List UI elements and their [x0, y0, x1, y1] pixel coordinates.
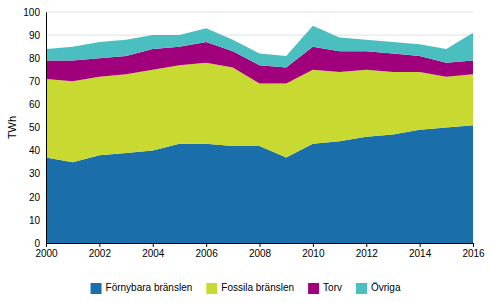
x-tick: 2010: [302, 243, 325, 259]
x-axis-line: [47, 244, 474, 248]
y-tick-label: 100: [23, 7, 40, 18]
x-tick-mark: [99, 243, 100, 247]
x-tick-label: 2014: [409, 248, 432, 259]
legend-swatch: [308, 283, 319, 294]
legend-label: Övriga: [371, 282, 401, 293]
y-tick-label: 80: [29, 53, 41, 64]
legend-swatch: [356, 283, 367, 294]
area: [46, 26, 473, 68]
y-tick-label: 0: [34, 238, 40, 249]
y-tick-label: 10: [29, 215, 41, 226]
legend: Förnybara bränslen Fossila bränslen Torv Öv…: [91, 282, 401, 294]
x-tick-mark: [473, 243, 474, 247]
x-tick-label: 2000: [35, 248, 58, 259]
y-tick: 100: [23, 7, 46, 18]
legend-item: Förnybara bränslen: [91, 282, 193, 294]
y-tick-label: 20: [29, 192, 41, 203]
y-tick-label: 30: [29, 168, 41, 179]
grid-line: [46, 12, 473, 13]
legend-label: Torv: [323, 282, 342, 293]
x-tick-label: 2006: [196, 248, 219, 259]
y-tick: 80: [29, 53, 46, 64]
chart-container: 2000 2002 2004 2006 2008 2010 2012 2014 2016 0 10 2…: [0, 0, 491, 303]
y-tick: 10: [29, 215, 46, 226]
x-tick-label: 2004: [142, 248, 165, 259]
chart-svg: 2000 2002 2004 2006 2008 2010 2012 2014 2016 0 10 2…: [0, 0, 491, 303]
legend-label: Förnybara bränslen: [106, 282, 193, 293]
x-tick-label: 2012: [356, 248, 379, 259]
grid: [46, 12, 473, 243]
y-tick: 60: [29, 99, 46, 110]
legend-item: Torv: [308, 282, 342, 294]
x-tick: 2008: [249, 243, 272, 259]
y-tick-label: 70: [29, 76, 41, 87]
legend-item: Övriga: [356, 282, 401, 294]
x-tick-mark: [153, 243, 154, 247]
y-tick-label: 50: [29, 122, 41, 133]
y-tick: 20: [29, 192, 46, 203]
x-tick: 2002: [89, 243, 112, 259]
legend-swatch: [91, 283, 102, 294]
y-tick: 50: [29, 122, 46, 133]
x-tick: 2006: [196, 243, 219, 259]
x-tick-label: 2010: [302, 248, 325, 259]
x-tick-mark: [313, 243, 314, 247]
x-tick: 2012: [356, 243, 379, 259]
x-tick-label: 2002: [89, 248, 112, 259]
y-axis-title: TWh: [6, 116, 18, 139]
x-tick-mark: [206, 243, 207, 247]
x-tick: 2004: [142, 243, 165, 259]
x-tick: 2014: [409, 243, 432, 259]
x-tick: 2016: [462, 243, 485, 259]
x-tick-mark: [46, 243, 47, 247]
y-axis: 0 10 20 30 40 50 60 70 80 90 100: [23, 7, 46, 249]
y-tick-label: 90: [29, 30, 41, 41]
y-tick: 40: [29, 145, 46, 156]
y-axis-line: [46, 13, 47, 244]
y-tick: 70: [29, 76, 46, 87]
y-tick: 90: [29, 30, 46, 41]
x-axis: 2000 2002 2004 2006 2008 2010 2012 2014 2016: [35, 243, 485, 259]
legend-item: Fossila bränslen: [206, 282, 294, 294]
x-tick-mark: [366, 243, 367, 247]
x-tick-label: 2008: [249, 248, 272, 259]
x-tick-mark: [420, 243, 421, 247]
y-tick-label: 40: [29, 145, 41, 156]
x-tick-mark: [260, 243, 261, 247]
y-tick-label: 60: [29, 99, 41, 110]
y-tick: 0: [34, 238, 46, 249]
plot-area: 2000 2002 2004 2006 2008 2010 2012 2014 2016 0 10 2…: [23, 7, 485, 259]
marks: [46, 26, 473, 243]
grid-line: [46, 35, 473, 36]
x-tick-label: 2016: [462, 248, 485, 259]
y-tick: 30: [29, 168, 46, 179]
legend-swatch: [206, 283, 217, 294]
legend-label: Fossila bränslen: [221, 282, 294, 293]
